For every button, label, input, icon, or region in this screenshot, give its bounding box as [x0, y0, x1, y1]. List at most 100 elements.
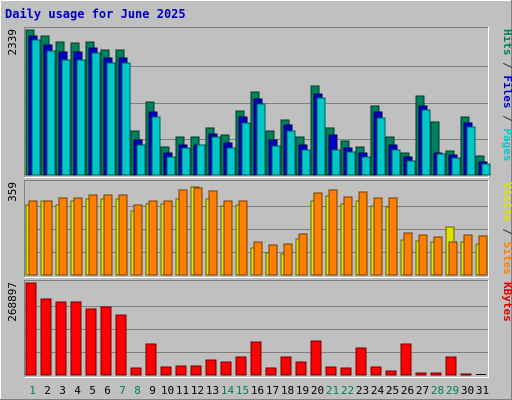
bar-sites-day-3 — [58, 197, 68, 276]
bar-kbytes-day-2 — [40, 298, 52, 376]
bar-kbytes-day-19 — [295, 361, 307, 376]
bar-kbytes-day-16 — [250, 341, 262, 376]
bar-kbytes-day-4 — [70, 301, 82, 376]
bar-sites-day-21 — [328, 189, 338, 276]
bar-pages-day-27 — [421, 109, 431, 176]
bar-kbytes-day-3 — [55, 301, 67, 376]
bar-sites-day-14 — [223, 200, 233, 276]
bar-pages-day-2 — [46, 50, 56, 176]
bar-sites-day-26 — [403, 232, 413, 276]
bar-kbytes-day-25 — [385, 370, 397, 376]
bar-kbytes-day-26 — [400, 343, 412, 376]
bar-sites-day-15 — [238, 200, 248, 276]
panel-visits-sites-legend: Visits / Sites — [501, 182, 512, 275]
bar-pages-day-17 — [271, 145, 281, 176]
x-tick-label-27: 27 — [416, 384, 429, 397]
panel-hits-files-pages-max-label: 2339 — [6, 29, 19, 56]
bar-pages-day-12 — [196, 144, 206, 176]
panel-hits-files-pages-legend-part-2: Files — [501, 75, 512, 108]
panel-hits-files-pages-legend-part-3: / — [501, 109, 512, 129]
bar-kbytes-day-17 — [265, 367, 277, 376]
series-kbytes — [25, 282, 486, 376]
bar-sites-day-8 — [133, 204, 143, 276]
bar-kbytes-day-8 — [130, 367, 142, 376]
bar-kbytes-day-28 — [430, 372, 442, 376]
series-pages — [31, 39, 491, 176]
x-tick-label-28: 28 — [431, 384, 444, 397]
bar-pages-day-1 — [31, 39, 41, 176]
x-tick-label-13: 13 — [206, 384, 219, 397]
x-tick-label-31: 31 — [476, 384, 489, 397]
x-tick-label-24: 24 — [371, 384, 385, 397]
bar-pages-day-19 — [301, 149, 311, 176]
bar-pages-day-26 — [406, 160, 416, 176]
x-tick-label-4: 4 — [74, 384, 81, 397]
bar-kbytes-day-11 — [175, 365, 187, 376]
bar-sites-day-16 — [253, 241, 263, 276]
series-sites — [28, 187, 488, 276]
bar-kbytes-day-14 — [220, 361, 232, 376]
bar-sites-day-1 — [28, 200, 38, 276]
bar-kbytes-day-9 — [145, 343, 157, 376]
bar-pages-day-23 — [361, 156, 371, 176]
bar-kbytes-day-23 — [355, 347, 367, 376]
bar-kbytes-day-31 — [476, 374, 486, 375]
bar-sites-day-23 — [358, 191, 368, 276]
bar-pages-day-18 — [286, 130, 296, 176]
bar-sites-day-4 — [73, 197, 83, 276]
bar-pages-day-30 — [466, 126, 476, 176]
bar-kbytes-day-12 — [190, 365, 202, 376]
bar-sites-day-10 — [163, 200, 173, 276]
panel-kbytes-legend: KBytes — [501, 282, 512, 322]
x-tick-label-20: 20 — [311, 384, 324, 397]
x-tick-label-25: 25 — [386, 384, 399, 397]
bar-pages-day-21 — [331, 149, 341, 176]
bar-sites-day-30 — [463, 234, 473, 276]
bar-sites-day-7 — [118, 194, 128, 276]
bar-pages-day-29 — [451, 157, 461, 176]
bar-kbytes-day-7 — [115, 314, 127, 376]
x-tick-label-19: 19 — [296, 384, 309, 397]
bar-pages-day-15 — [241, 122, 251, 176]
x-tick-label-5: 5 — [89, 384, 96, 397]
panel-visits-sites-legend-part-0: Visits — [501, 182, 512, 222]
bar-sites-day-12 — [193, 187, 203, 276]
bar-kbytes-day-13 — [205, 359, 217, 376]
x-tick-label-22: 22 — [341, 384, 354, 397]
bar-pages-day-16 — [256, 103, 266, 176]
bar-kbytes-day-6 — [100, 306, 112, 376]
bar-sites-day-18 — [283, 243, 293, 276]
panel-visits-sites-legend-part-1: / — [501, 222, 512, 242]
bar-pages-day-22 — [346, 151, 356, 176]
panel-visits-sites-max-label: 359 — [6, 182, 19, 202]
bar-sites-day-6 — [103, 194, 113, 276]
bar-kbytes-day-24 — [370, 366, 382, 376]
panel-hits-files-pages-legend: Hits / Files / Pages — [501, 29, 512, 162]
x-tick-label-7: 7 — [119, 384, 126, 397]
bar-pages-day-5 — [91, 52, 101, 176]
x-tick-label-16: 16 — [251, 384, 264, 397]
x-tick-label-2: 2 — [44, 384, 51, 397]
bar-kbytes-day-21 — [325, 366, 337, 376]
bar-sites-day-19 — [298, 233, 308, 276]
bar-sites-day-24 — [373, 197, 383, 276]
bar-kbytes-day-20 — [310, 340, 322, 376]
bar-pages-day-28 — [436, 153, 446, 176]
x-tick-label-10: 10 — [161, 384, 174, 397]
bar-sites-day-20 — [313, 192, 323, 276]
bar-pages-day-4 — [76, 59, 86, 176]
x-tick-label-23: 23 — [356, 384, 369, 397]
bar-sites-day-11 — [178, 189, 188, 276]
panel-hits-files-pages-legend-part-1: / — [501, 56, 512, 76]
x-tick-label-21: 21 — [326, 384, 339, 397]
x-tick-label-1: 1 — [29, 384, 36, 397]
bar-pages-day-8 — [136, 144, 146, 176]
x-axis-labels: 1 2 3 4 5 6 7 8 9 10 11 12 13 14 15 16 17 18 19 20 21 22 23 24 2… — [29, 384, 489, 397]
bar-kbytes-day-10 — [160, 366, 172, 376]
panel-visits-sites-legend-part-2: Sites — [501, 242, 512, 275]
bar-kbytes-day-29 — [445, 356, 457, 376]
bar-sites-day-22 — [343, 196, 353, 276]
x-tick-label-15: 15 — [236, 384, 249, 397]
chart-panels: 2339 Hits / Files / Pages 359 Visits / Site… — [6, 27, 512, 378]
bar-pages-day-9 — [151, 116, 161, 176]
